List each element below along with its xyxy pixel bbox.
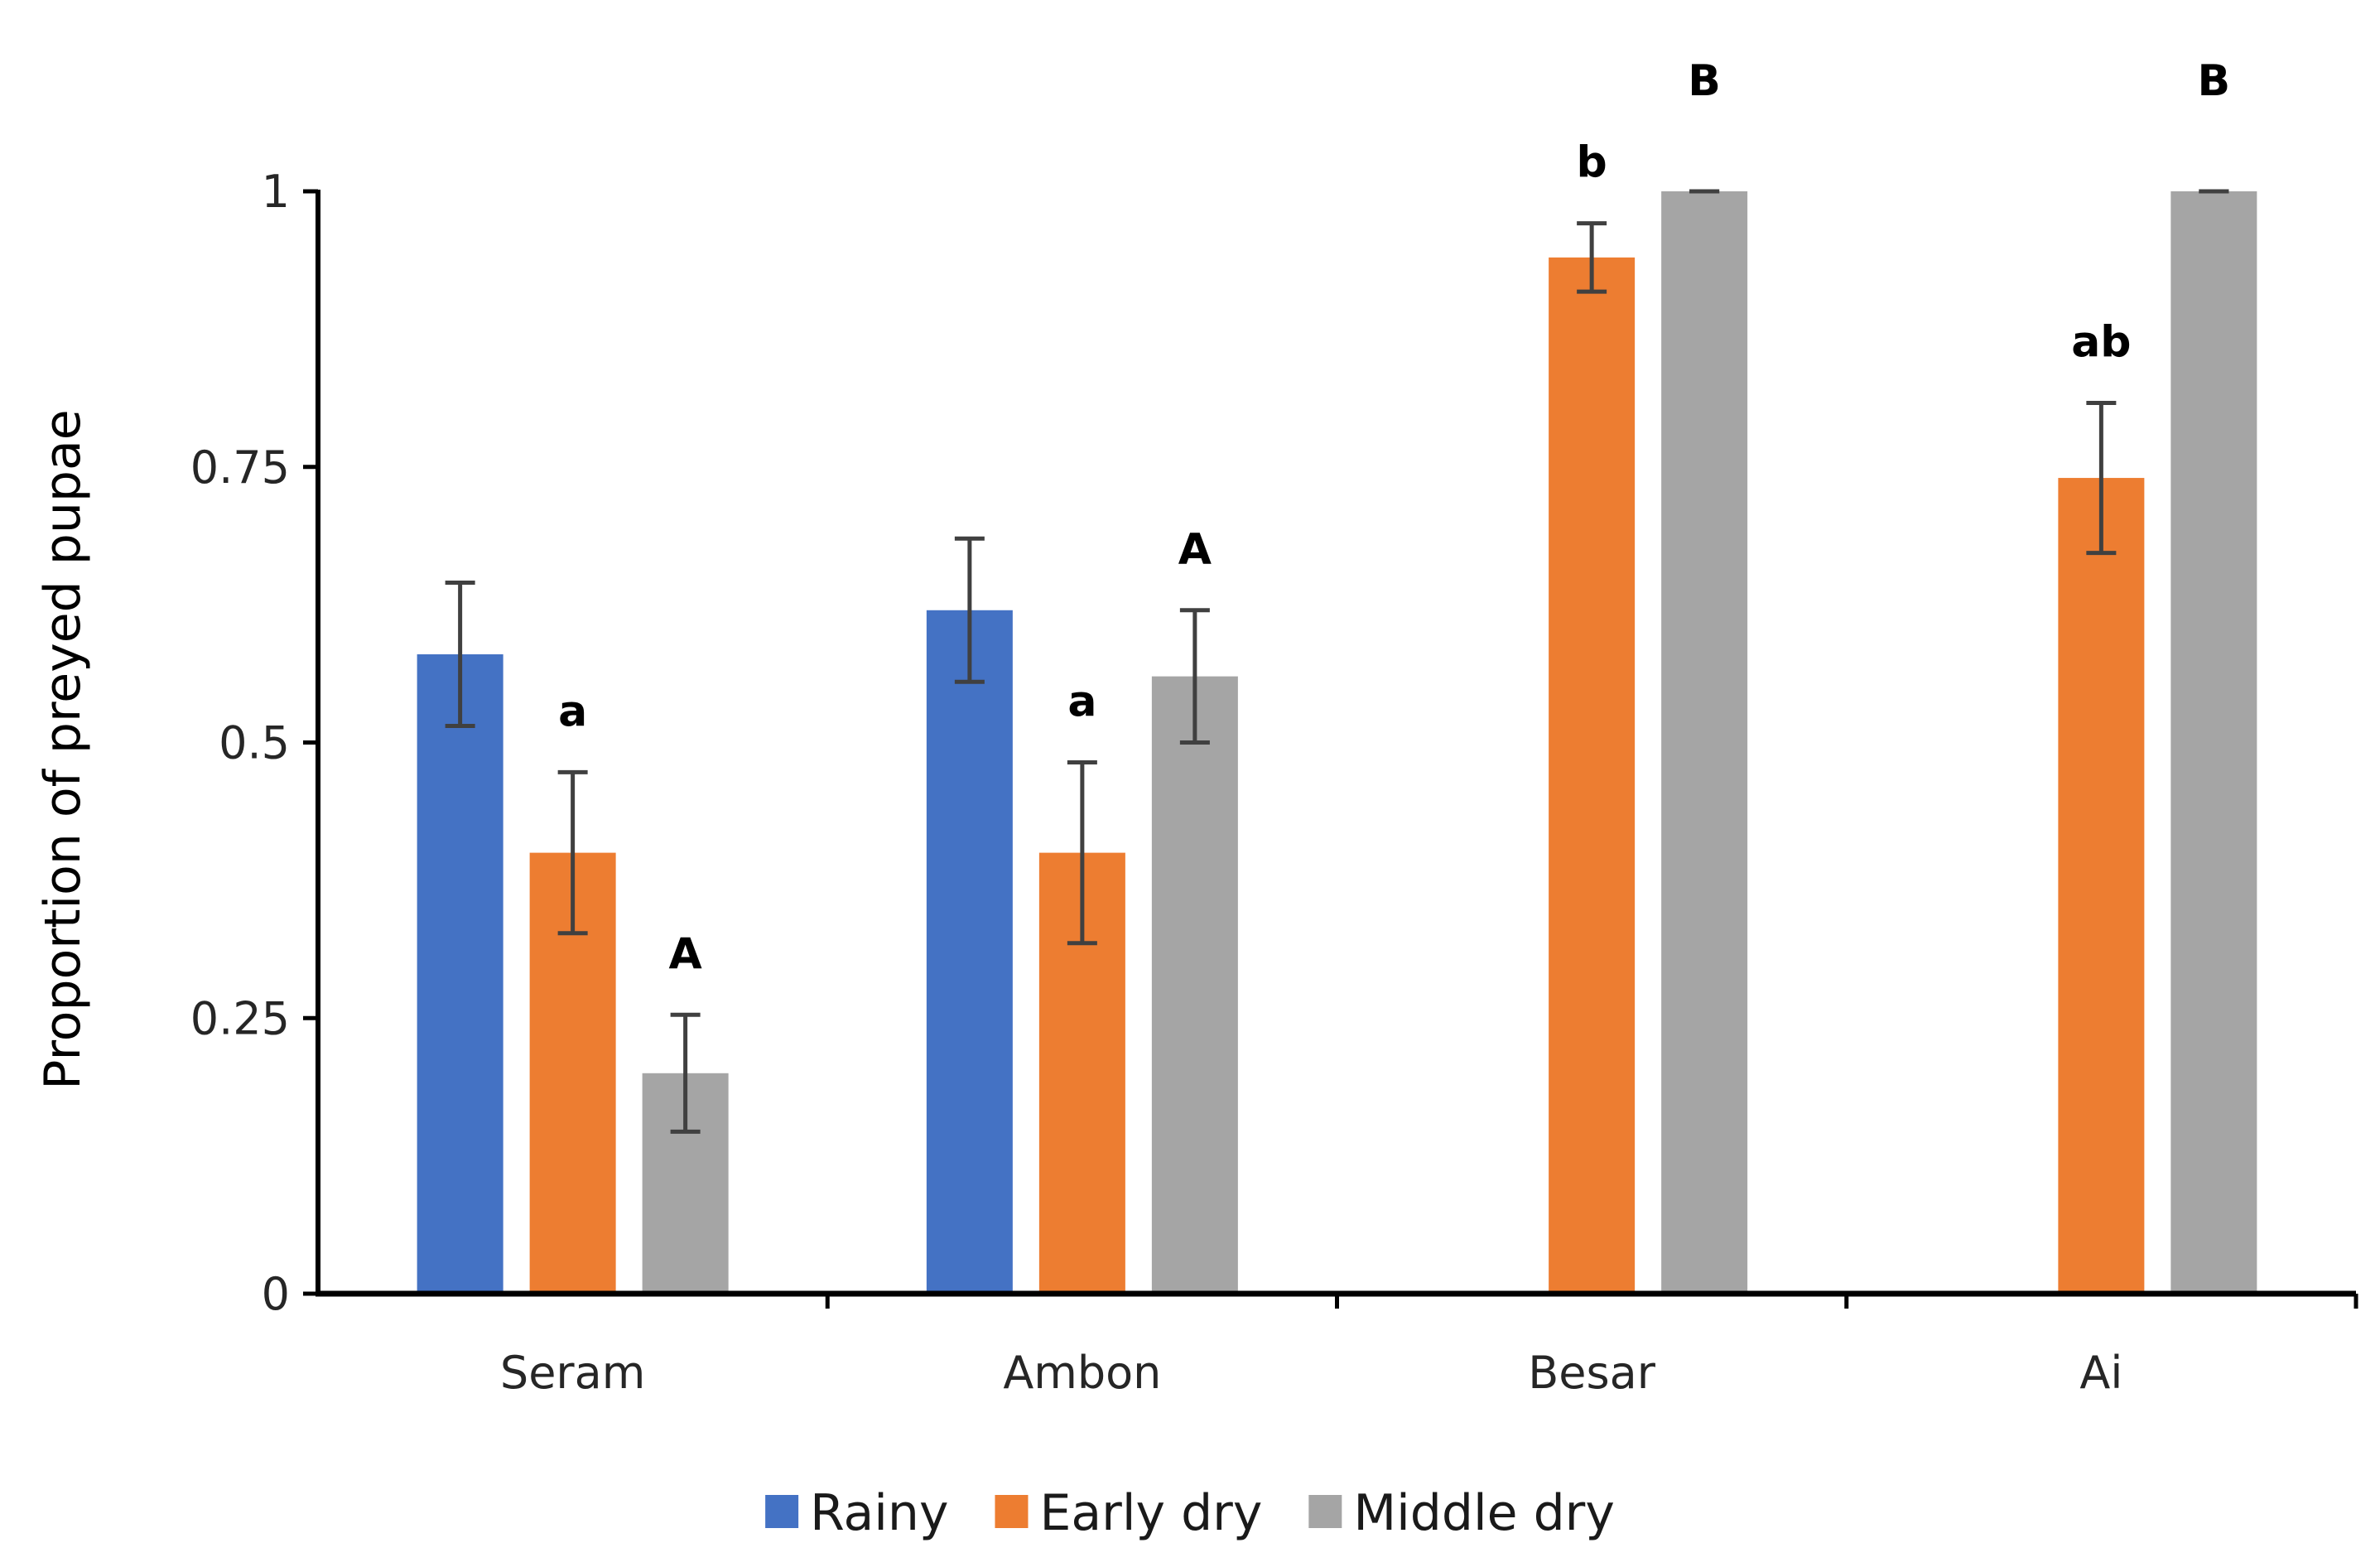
y-axis-title: Proportion of preyed pupae [34, 409, 92, 1089]
x-tick-label-seram: Seram [500, 1347, 645, 1399]
legend-label-middle-dry: Middle dry [1353, 1484, 1615, 1542]
error-bar-middle-dry-ambon [1179, 608, 1210, 745]
significance-letter-early-dry-ai: ab [2071, 318, 2131, 368]
error-bars-layer [445, 189, 2229, 1134]
significance-letter-middle-dry-ai: B [2198, 56, 2231, 106]
y-tick-label: 0 [262, 1268, 290, 1320]
tick-labels-layer: 0 0.25 0.5 0.75 1 Seram Ambon Besar Ai [190, 166, 2123, 1399]
bar-middle-dry-ai [2170, 191, 2257, 1294]
significance-letter-middle-dry-seram: A [669, 929, 702, 979]
legend-item-early-dry: Early dry [995, 1484, 1262, 1542]
error-bar-early-dry-ambon [1067, 759, 1097, 946]
significance-letter-early-dry-seram: a [558, 687, 587, 736]
legend-swatch-middle-dry [1308, 1495, 1342, 1528]
legend: Rainy Early dry Middle dry [765, 1484, 1615, 1542]
significance-letter-middle-dry-besar: B [1688, 56, 1721, 106]
legend-swatch-early-dry [995, 1495, 1029, 1528]
bar-middle-dry-besar [1661, 191, 1748, 1294]
error-bar-early-dry-besar [1577, 221, 1607, 294]
error-bar-early-dry-seram [557, 769, 588, 936]
y-tick-label: 0.25 [190, 992, 290, 1044]
y-tick-label: 1 [262, 166, 290, 218]
bars-layer [417, 191, 2257, 1294]
bar-rainy-ambon [926, 610, 1013, 1294]
legend-item-rainy: Rainy [765, 1484, 948, 1542]
legend-label-early-dry: Early dry [1039, 1484, 1262, 1542]
bar-early-dry-besar [1549, 257, 1636, 1294]
bar-middle-dry-ambon [1151, 676, 1238, 1294]
bar-early-dry-ai [2058, 478, 2145, 1294]
bar-rainy-seram [417, 654, 503, 1294]
legend-label-rainy: Rainy [810, 1484, 948, 1542]
x-tick-label-besar: Besar [1528, 1347, 1655, 1399]
error-bar-rainy-seram [445, 581, 475, 729]
error-bar-rainy-ambon [954, 536, 985, 684]
y-tick-label: 0.5 [219, 717, 290, 769]
y-tick-label: 0.75 [190, 441, 290, 494]
legend-item-middle-dry: Middle dry [1308, 1484, 1615, 1542]
x-tick-label-ambon: Ambon [1003, 1347, 1161, 1399]
significance-letter-middle-dry-ambon: A [1178, 525, 1212, 575]
error-bar-middle-dry-seram [670, 1012, 701, 1134]
x-tick-label-ai: Ai [2079, 1347, 2122, 1399]
legend-swatch-rainy [765, 1495, 799, 1528]
error-bar-early-dry-ai [2086, 401, 2117, 556]
significance-letter-early-dry-besar: b [1577, 138, 1607, 188]
significance-letter-early-dry-ambon: a [1067, 677, 1096, 726]
axes-layer [303, 189, 2358, 1309]
